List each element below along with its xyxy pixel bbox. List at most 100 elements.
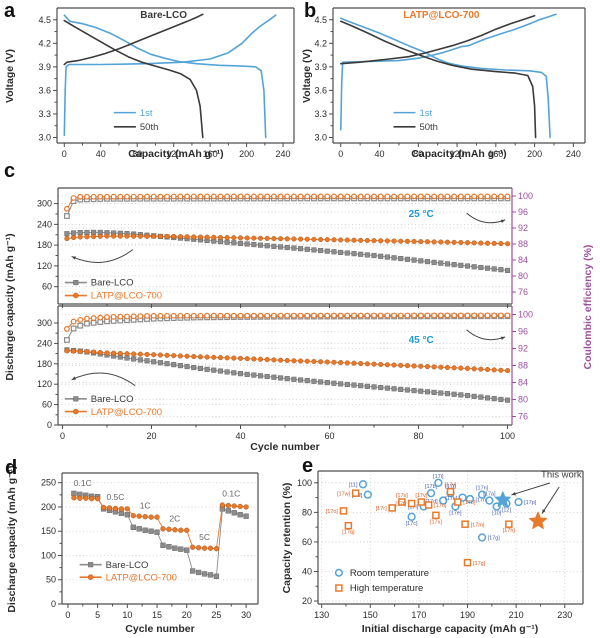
svg-text:Discharge capacity (mAh g⁻¹): Discharge capacity (mAh g⁻¹) [6, 465, 18, 612]
svg-text:40: 40 [375, 149, 385, 159]
svg-text:[17e]: [17e] [449, 510, 462, 516]
svg-text:Capacity (mAh g⁻¹): Capacity (mAh g⁻¹) [128, 148, 223, 160]
svg-text:LATP@LCO-700: LATP@LCO-700 [106, 572, 177, 583]
svg-text:Voltage (V): Voltage (V) [301, 49, 313, 103]
panel-b-letter: b [304, 0, 317, 22]
svg-text:60: 60 [325, 431, 335, 441]
svg-text:[10]: [10] [492, 510, 502, 516]
svg-text:40: 40 [235, 431, 245, 441]
svg-text:[17o]: [17o] [326, 509, 339, 515]
svg-text:80: 80 [413, 149, 423, 159]
svg-text:[17m]: [17m] [471, 522, 485, 528]
panel-d-letter: d [5, 457, 18, 479]
svg-text:180: 180 [37, 359, 52, 369]
svg-text:[17h]: [17h] [503, 528, 516, 534]
svg-text:LATP@LCO-700: LATP@LCO-700 [91, 407, 162, 418]
svg-text:1st: 1st [419, 108, 432, 119]
svg-text:300: 300 [37, 199, 52, 209]
svg-text:Bare-LCO: Bare-LCO [106, 560, 149, 571]
svg-text:1st: 1st [140, 108, 153, 119]
svg-text:[17a]: [17a] [483, 492, 496, 498]
svg-text:[17g]: [17g] [473, 561, 486, 567]
svg-text:20: 20 [302, 596, 312, 606]
svg-text:3.9: 3.9 [314, 62, 327, 72]
svg-text:80: 80 [414, 431, 424, 441]
svg-text:200: 200 [41, 502, 56, 512]
svg-text:[17l]: [17l] [408, 505, 419, 511]
svg-text:[17p]: [17p] [524, 500, 537, 506]
svg-text:120: 120 [37, 261, 52, 271]
svg-text:3.3: 3.3 [314, 109, 327, 119]
svg-text:High temperature: High temperature [350, 583, 423, 594]
svg-text:Capacity retention (%): Capacity retention (%) [281, 483, 293, 594]
svg-text:3.9: 3.9 [38, 62, 51, 72]
svg-text:76: 76 [518, 287, 528, 297]
svg-text:120: 120 [450, 149, 465, 159]
panel-e: e [11][17f][17c][17l][17b][17i][17d][17j… [280, 455, 600, 638]
svg-text:Capacity (mAh g⁻¹): Capacity (mAh g⁻¹) [411, 148, 506, 160]
svg-text:170: 170 [411, 610, 426, 620]
svg-text:[17v]: [17v] [415, 493, 427, 499]
svg-text:Cycle number: Cycle number [250, 441, 319, 453]
svg-text:210: 210 [509, 610, 524, 620]
svg-text:50: 50 [46, 575, 56, 585]
svg-text:20: 20 [146, 431, 156, 441]
svg-text:60: 60 [42, 400, 52, 410]
svg-text:[17x]: [17x] [430, 519, 442, 525]
svg-text:10: 10 [122, 610, 132, 620]
svg-text:1C: 1C [140, 500, 151, 510]
svg-text:15: 15 [152, 610, 162, 620]
svg-text:[17q]: [17q] [342, 530, 355, 536]
svg-text:Cycle number: Cycle number [125, 623, 194, 635]
panel-a-chart: 0 40 80 120 160 200 240 3.0 3.3 3.6 3.9 4.2 4.5 Bare-… [4, 7, 295, 160]
svg-text:150: 150 [363, 610, 378, 620]
svg-text:0.1C: 0.1C [74, 478, 92, 488]
svg-text:[11]: [11] [349, 483, 358, 489]
svg-text:150: 150 [41, 526, 56, 536]
svg-text:Bare-LCO: Bare-LCO [91, 278, 134, 289]
panel-c-chart: 60 120 180 240 300 76 80 84 88 92 96 100 25 °C Bare-L… [4, 187, 594, 453]
svg-text:100: 100 [500, 431, 515, 441]
svg-text:[17w]: [17w] [337, 491, 351, 497]
svg-text:4.5: 4.5 [38, 15, 51, 25]
svg-text:0: 0 [338, 149, 343, 159]
svg-text:LATP@LCO-700: LATP@LCO-700 [403, 10, 480, 21]
svg-text:100: 100 [41, 550, 56, 560]
svg-text:92: 92 [518, 223, 528, 233]
svg-text:120: 120 [37, 379, 52, 389]
svg-text:4.2: 4.2 [38, 38, 51, 48]
svg-text:0: 0 [65, 610, 70, 620]
svg-text:160: 160 [488, 149, 503, 159]
svg-text:[17t]: [17t] [395, 502, 406, 508]
svg-text:0: 0 [51, 599, 56, 609]
svg-text:[17r]: [17r] [376, 506, 387, 512]
svg-text:25: 25 [211, 610, 221, 620]
svg-text:40: 40 [302, 566, 312, 576]
svg-text:20: 20 [182, 610, 192, 620]
svg-text:[17b]: [17b] [463, 500, 476, 506]
svg-text:60: 60 [42, 282, 52, 292]
svg-text:[12]: [12] [502, 508, 512, 514]
svg-text:3.6: 3.6 [314, 85, 327, 95]
panel-d-chart: 0 5 10 15 20 25 30 0 50 100 150 200 250 0.1C 0.5C 1C 2C 5… [6, 465, 259, 635]
svg-text:190: 190 [460, 610, 475, 620]
svg-text:96: 96 [518, 327, 528, 337]
svg-text:84: 84 [518, 378, 528, 388]
svg-text:120: 120 [166, 149, 181, 159]
svg-text:[17j]: [17j] [445, 484, 456, 490]
svg-text:3.6: 3.6 [38, 85, 51, 95]
svg-text:50th: 50th [419, 122, 438, 133]
svg-text:25 °C: 25 °C [409, 209, 434, 220]
svg-text:100: 100 [518, 191, 533, 201]
svg-text:130: 130 [314, 610, 329, 620]
svg-text:4.5: 4.5 [314, 15, 327, 25]
svg-text:45 °C: 45 °C [409, 335, 434, 346]
svg-text:[17s]: [17s] [396, 493, 408, 499]
panel-e-letter: e [302, 455, 314, 477]
svg-text:240: 240 [566, 149, 581, 159]
svg-text:76: 76 [518, 412, 528, 422]
svg-text:240: 240 [37, 219, 52, 229]
svg-text:Initial discharge capacity (mA: Initial discharge capacity (mAh g⁻¹) [362, 623, 539, 635]
svg-text:230: 230 [557, 610, 572, 620]
panel-d: d 0 5 10 15 20 25 30 0 50 100 150 200 250 0.1C 0.5C 1C 2… [0, 455, 300, 638]
